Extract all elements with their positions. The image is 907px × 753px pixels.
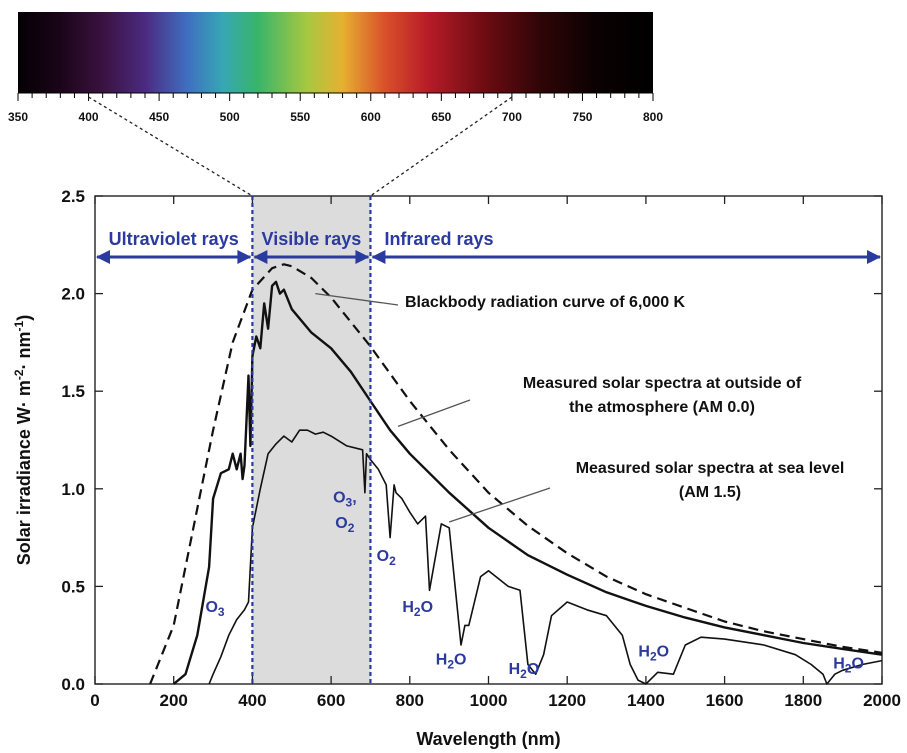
- spectrum-tick-label: 700: [502, 110, 522, 124]
- y-tick-label: 1.5: [61, 382, 85, 401]
- region-indicators: Ultraviolet rays Visible rays Infrared ray…: [96, 196, 881, 684]
- spectrum-tick-label: 450: [149, 110, 169, 124]
- annotation-text: the atmosphere (AM 0.0): [569, 399, 755, 416]
- region-visible-arrowhead-right: [355, 250, 370, 264]
- y-tick-label: 0.0: [61, 675, 85, 694]
- annotation-pointer: [397, 399, 471, 427]
- region-infrared-arrowhead-right: [867, 250, 881, 264]
- x-tick-label: 200: [160, 691, 188, 710]
- spectrum-tick-label: 650: [431, 110, 451, 124]
- molecule-label: H2O: [402, 599, 433, 619]
- region-infrared-arrowhead-left: [371, 250, 386, 264]
- x-tick-label: 1000: [470, 691, 508, 710]
- spectrum-tick-label: 400: [79, 110, 99, 124]
- blackbody-curve-line: [149, 263, 883, 685]
- annotation-pointer: [315, 292, 399, 306]
- molecule-label: H2O: [509, 661, 540, 681]
- annotation-text: Blackbody radiation curve of 6,000 K: [405, 294, 686, 311]
- spectrum-tick-label: 800: [643, 110, 663, 124]
- annotation-pointer: [448, 487, 551, 523]
- molecule-label: H2O: [436, 651, 467, 671]
- connector-400: [88, 96, 253, 197]
- annotation-text: (AM 1.5): [679, 484, 741, 501]
- region-ultraviolet-arrowhead-right: [237, 250, 252, 264]
- y-axis-title: Solar irradiance W· m-2· nm-1): [12, 315, 34, 565]
- y-tick-label: 2.0: [61, 285, 85, 304]
- molecule-label: O3,: [333, 489, 357, 509]
- spectrum-tick-label: 750: [572, 110, 592, 124]
- annotations: Blackbody radiation curve of 6,000 K Meas…: [315, 292, 845, 523]
- spectrum-tick-label: 550: [290, 110, 310, 124]
- molecule-label: O2: [335, 515, 354, 535]
- y-tick-label: 2.5: [61, 187, 85, 206]
- series-group: [149, 263, 883, 685]
- x-tick-label: 600: [317, 691, 345, 710]
- spectrum-gradient: [18, 12, 653, 93]
- y-tick-label: 1.0: [61, 480, 85, 499]
- spectrum-color-bar: 350 400 450 500 550 600 650 700 750 800: [8, 12, 663, 197]
- x-tick-label: 800: [396, 691, 424, 710]
- x-tick-label: 1200: [548, 691, 586, 710]
- molecule-label: O2: [377, 548, 396, 568]
- region-ultraviolet-label: Ultraviolet rays: [109, 229, 239, 249]
- x-tick-label: 1400: [627, 691, 665, 710]
- spectrum-tick-label: 500: [220, 110, 240, 124]
- spectrum-tick-label: 600: [361, 110, 381, 124]
- x-tick-label: 1600: [706, 691, 744, 710]
- x-axis-title: Wavelength (nm): [416, 729, 560, 749]
- x-tick-label: 2000: [863, 691, 901, 710]
- absorption-labels: O3 O3, O2 O2 H2O H2O H2O H2O H2O: [205, 489, 863, 681]
- x-tick-label: 400: [238, 691, 266, 710]
- am0-spectrum-line: [172, 280, 883, 685]
- molecule-label: H2O: [638, 644, 669, 664]
- region-visible-arrowhead-left: [253, 250, 268, 264]
- annotation-text: Measured solar spectra at sea level: [576, 460, 845, 477]
- connector-700: [370, 96, 513, 197]
- x-tick-label: 1800: [784, 691, 822, 710]
- annotation-text: Measured solar spectra at outside of: [523, 375, 802, 392]
- y-tick-label: 0.5: [61, 577, 85, 596]
- region-infrared-label: Infrared rays: [384, 229, 493, 249]
- molecule-label: H2O: [833, 655, 864, 675]
- molecule-label: O3: [205, 599, 224, 619]
- spectrum-tick-label: 350: [8, 110, 28, 124]
- am15-spectrum-line: [208, 429, 883, 685]
- region-ultraviolet-arrowhead-left: [96, 250, 110, 264]
- axis-ticks: 0 200 400 600 800 1000 1200 1400 1600 1800 2000 0.0…: [61, 187, 901, 710]
- x-tick-label: 0: [90, 691, 99, 710]
- region-visible-label: Visible rays: [262, 229, 362, 249]
